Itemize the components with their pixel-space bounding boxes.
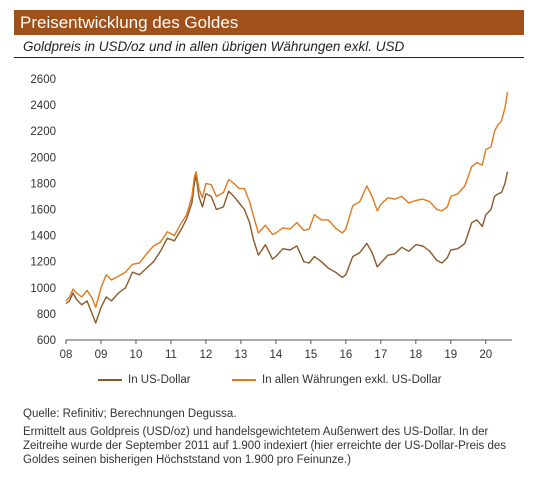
y-tick-label: 2600 (30, 74, 56, 86)
x-tick-label: 20 (479, 349, 492, 361)
x-tick-label: 15 (304, 349, 317, 361)
x-tick-label: 09 (95, 349, 108, 361)
x-tick-label: 16 (339, 349, 352, 361)
chart-subtitle: Goldpreis in USD/oz und in allen übrigen… (23, 39, 405, 54)
x-tick-label: 14 (269, 349, 282, 361)
legend-swatch-other-currencies (232, 379, 256, 381)
x-tick-label: 19 (444, 349, 457, 361)
series-line-usd (65, 171, 509, 324)
x-tick-label: 17 (374, 349, 387, 361)
subtitle-divider (14, 57, 524, 58)
y-tick-label: 600 (37, 335, 56, 347)
y-tick-label: 2000 (30, 152, 56, 164)
y-tick-label: 1000 (30, 283, 56, 295)
legend-label-other-currencies: In allen Währungen exkl. US-Dollar (262, 374, 442, 386)
y-tick-label: 1800 (30, 178, 56, 190)
series-line-other-currencies (65, 91, 509, 309)
y-tick-label: 1400 (30, 231, 56, 243)
y-tick-label: 1200 (30, 257, 56, 269)
y-tick-label: 2200 (30, 126, 56, 138)
legend-swatch-usd (98, 379, 122, 381)
chart-title: Preisentwicklung des Goldes (20, 13, 239, 32)
legend-label-usd: In US-Dollar (128, 374, 191, 386)
y-tick-label: 1600 (30, 205, 56, 217)
y-tick-label: 800 (37, 309, 56, 321)
x-tick-label: 10 (130, 349, 143, 361)
x-tick-label: 11 (165, 349, 177, 361)
chart-title-bar: Preisentwicklung des Goldes (14, 10, 524, 35)
x-tick-label: 08 (60, 349, 73, 361)
x-tick-label: 12 (200, 349, 213, 361)
x-tick-label: 13 (235, 349, 248, 361)
y-tick-label: 2400 (30, 100, 56, 112)
methodology-note: Ermittelt aus Goldpreis (USD/oz) und han… (23, 426, 507, 466)
source-note: Quelle: Refinitiv; Berechnungen Degussa. (23, 408, 237, 420)
x-tick-label: 18 (409, 349, 422, 361)
